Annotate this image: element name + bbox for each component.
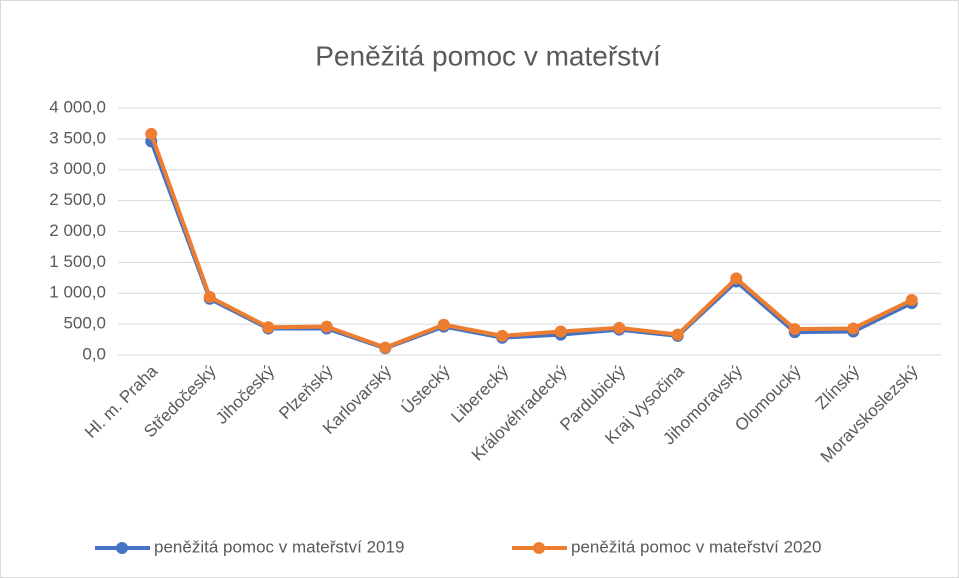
data-point xyxy=(145,127,158,140)
chart-title: Peněžitá pomoc v mateřství xyxy=(315,40,661,71)
legend-marker xyxy=(116,542,128,554)
y-tick-label: 0,0 xyxy=(82,344,106,363)
data-point xyxy=(554,325,567,338)
data-point xyxy=(788,323,801,336)
data-point xyxy=(262,321,275,334)
y-tick-label: 2 000,0 xyxy=(49,221,106,240)
legend-label: peněžitá pomoc v mateřství 2019 xyxy=(154,537,404,556)
data-point xyxy=(320,320,333,333)
data-point xyxy=(730,272,743,285)
data-point xyxy=(905,294,918,307)
legend-label: peněžitá pomoc v mateřství 2020 xyxy=(571,537,821,556)
data-point xyxy=(613,321,626,334)
data-point xyxy=(847,322,860,335)
y-tick-label: 4 000,0 xyxy=(49,97,106,116)
y-tick-label: 3 000,0 xyxy=(49,159,106,178)
data-point xyxy=(437,318,450,331)
y-tick-label: 500,0 xyxy=(63,314,106,333)
legend-marker xyxy=(533,542,545,554)
y-tick-label: 3 500,0 xyxy=(49,128,106,147)
data-point xyxy=(671,328,684,341)
series-line xyxy=(149,133,913,350)
data-point xyxy=(203,290,216,303)
data-point xyxy=(379,341,392,354)
y-tick-label: 2 500,0 xyxy=(49,190,106,209)
y-tick-label: 1 500,0 xyxy=(49,252,106,271)
data-point xyxy=(496,329,509,342)
y-tick-label: 1 000,0 xyxy=(49,283,106,302)
